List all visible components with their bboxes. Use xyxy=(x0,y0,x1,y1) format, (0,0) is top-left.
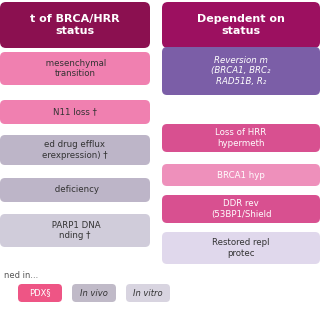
Text: ed drug efflux
erexpression) †: ed drug efflux erexpression) † xyxy=(42,140,108,160)
Text: ned in...: ned in... xyxy=(4,271,38,281)
FancyBboxPatch shape xyxy=(18,284,62,302)
FancyBboxPatch shape xyxy=(0,100,150,124)
FancyBboxPatch shape xyxy=(126,284,170,302)
FancyBboxPatch shape xyxy=(162,195,320,223)
Text: DDR rev
(53BP1/Shield: DDR rev (53BP1/Shield xyxy=(211,199,271,219)
FancyBboxPatch shape xyxy=(0,52,150,85)
Text: Dependent on
status: Dependent on status xyxy=(197,14,285,36)
FancyBboxPatch shape xyxy=(162,47,320,95)
Text: BRCA1 hyp: BRCA1 hyp xyxy=(217,171,265,180)
FancyBboxPatch shape xyxy=(72,284,116,302)
Text: t of BRCA/HRR
status: t of BRCA/HRR status xyxy=(30,14,120,36)
Text: Restored repl
protec: Restored repl protec xyxy=(212,238,270,258)
Text: Loss of HRR
hypermeth: Loss of HRR hypermeth xyxy=(215,128,267,148)
FancyBboxPatch shape xyxy=(162,124,320,152)
FancyBboxPatch shape xyxy=(162,2,320,48)
Text: Reversion m
(BRCA1, BRC₂
RAD51B, R₂: Reversion m (BRCA1, BRC₂ RAD51B, R₂ xyxy=(211,56,271,86)
FancyBboxPatch shape xyxy=(0,214,150,247)
Text: In vivo: In vivo xyxy=(80,289,108,298)
Text: deficiency: deficiency xyxy=(52,186,99,195)
Text: N11 loss †: N11 loss † xyxy=(53,108,97,116)
Text: In vitro: In vitro xyxy=(133,289,163,298)
Text: PARP1 DNA
nding †: PARP1 DNA nding † xyxy=(49,221,101,240)
Text: mesenchymal
transition: mesenchymal transition xyxy=(44,59,107,78)
Text: PDX§: PDX§ xyxy=(29,289,51,298)
FancyBboxPatch shape xyxy=(0,135,150,165)
FancyBboxPatch shape xyxy=(162,164,320,186)
FancyBboxPatch shape xyxy=(162,232,320,264)
FancyBboxPatch shape xyxy=(0,2,150,48)
FancyBboxPatch shape xyxy=(0,178,150,202)
